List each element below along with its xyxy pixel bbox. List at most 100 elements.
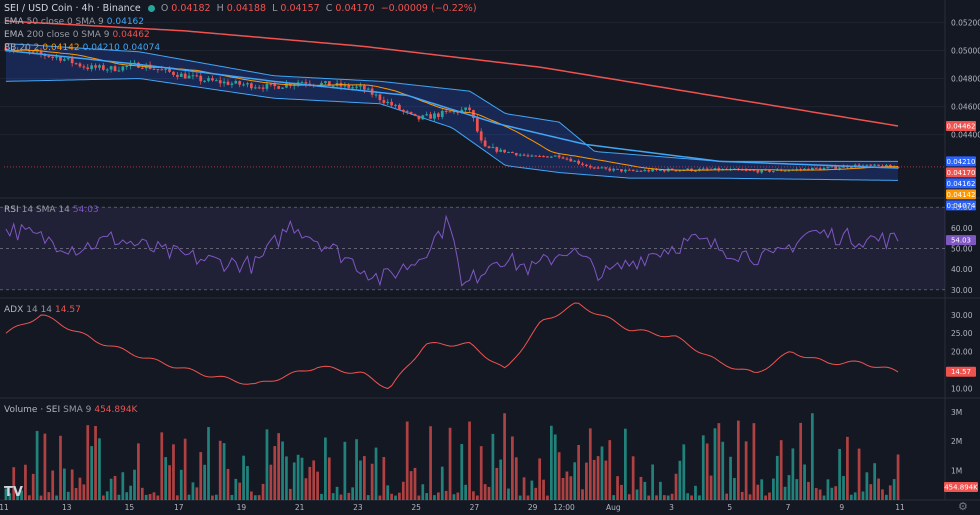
volume-bar xyxy=(320,493,323,500)
candle-body xyxy=(179,73,183,77)
volume-bar xyxy=(479,446,483,500)
candle-body xyxy=(518,154,522,156)
volume-bar xyxy=(425,493,429,500)
volume-bar xyxy=(374,447,378,500)
volume-bar xyxy=(592,459,596,500)
time-axis-label: 23 xyxy=(353,503,363,512)
volume-bar xyxy=(705,443,709,500)
candle-body xyxy=(413,113,417,116)
volume-legend[interactable]: Volume · SEI SMA 9 454.894K xyxy=(4,405,140,415)
volume-bar xyxy=(892,479,896,500)
volume-bar xyxy=(133,469,136,500)
candle-body xyxy=(382,100,386,103)
time-axis-label: 25 xyxy=(411,503,421,512)
candle-body xyxy=(627,169,631,171)
volume-bar xyxy=(273,446,277,500)
adx-legend[interactable]: ADX 14 14 14.57 xyxy=(4,305,84,315)
volume-bar xyxy=(573,462,577,500)
candle-body xyxy=(647,170,651,172)
volume-bar xyxy=(160,432,164,500)
adx-tag-label: 14.57 xyxy=(951,368,971,376)
candle-body xyxy=(320,82,323,86)
candle-body xyxy=(331,85,335,87)
candle-body xyxy=(487,146,491,149)
candle-body xyxy=(66,58,70,60)
volume-bar xyxy=(285,456,288,500)
volume-bar xyxy=(491,433,495,500)
volume-bar xyxy=(343,441,347,500)
price-tag-bg xyxy=(946,189,976,200)
volume-bar xyxy=(616,476,619,500)
volume-bar xyxy=(335,486,339,500)
candle-body xyxy=(195,75,199,77)
volume-bar xyxy=(651,464,654,500)
volume-bar xyxy=(733,478,736,500)
candle-body xyxy=(86,67,90,70)
candle-body xyxy=(378,94,382,101)
volume-bar xyxy=(694,485,697,500)
volume-bar xyxy=(729,456,732,500)
candle-body xyxy=(838,167,841,169)
volume-bar xyxy=(59,435,62,500)
candle-body xyxy=(226,81,230,85)
rsi-params: 14 SMA 14 xyxy=(21,205,70,215)
candle-body xyxy=(464,107,467,110)
indicator-ema50[interactable]: EMA 50 close 0 SMA 9 0.04162 xyxy=(4,17,147,27)
candle-body xyxy=(526,155,530,157)
bb-upper-line xyxy=(5,42,899,162)
candle-body xyxy=(631,169,635,171)
candle-body xyxy=(437,113,440,117)
price-tag-bg xyxy=(946,167,976,178)
candle-body xyxy=(849,167,853,169)
symbol-title[interactable]: SEI / USD Coin · 4h · Binance xyxy=(4,3,141,14)
candle-body xyxy=(783,170,787,172)
candle-body xyxy=(549,156,553,158)
volume-bar xyxy=(639,476,643,500)
candle-body xyxy=(818,168,822,170)
candle-body xyxy=(514,153,518,156)
volume-bar xyxy=(257,495,261,500)
rsi-legend[interactable]: RSI 14 SMA 14 54.03 xyxy=(4,205,102,215)
bb-lower-value: 0.04074 xyxy=(122,43,161,53)
volume-bar xyxy=(27,495,31,500)
volume-bar xyxy=(748,494,752,500)
candle-body xyxy=(787,170,791,172)
volume-bar xyxy=(896,454,900,500)
candle-body xyxy=(269,83,273,85)
gear-icon[interactable]: ⚙ xyxy=(958,500,968,513)
indicator-bb[interactable]: BB 20 2 0.04142 0.04210 0.04074 xyxy=(4,43,163,53)
volume-bar xyxy=(799,422,803,500)
price-tag-label: 0.04170 xyxy=(947,169,976,177)
volume-bar xyxy=(585,462,588,500)
candle-body xyxy=(59,56,62,61)
candle-body xyxy=(156,69,160,71)
candle-body xyxy=(246,83,249,85)
bb-lower-line xyxy=(5,78,899,181)
rsi-tick-label: 30.00 xyxy=(951,286,973,295)
candle-body xyxy=(830,166,834,168)
candle-body xyxy=(452,111,456,113)
volume-bar xyxy=(740,491,744,500)
volume-bar xyxy=(47,492,51,500)
volume-bar xyxy=(514,457,518,500)
time-axis-label: 3 xyxy=(669,503,674,512)
volume-bar xyxy=(105,491,109,500)
candle-body xyxy=(421,115,425,120)
volume-bar xyxy=(156,495,160,500)
candle-body xyxy=(242,84,245,86)
volume-bar xyxy=(168,465,171,500)
volume-bar xyxy=(865,472,869,500)
time-axis-label: 12:00 xyxy=(553,503,575,512)
tradingview-logo-icon[interactable]: TV xyxy=(4,485,23,500)
volume-bar xyxy=(717,423,721,500)
rsi-band-fill xyxy=(0,207,945,290)
candle-body xyxy=(896,166,900,168)
candle-body xyxy=(705,168,709,170)
volume-bar xyxy=(701,435,705,500)
indicator-ema200[interactable]: EMA 200 close 0 SMA 9 0.04462 xyxy=(4,30,153,40)
close-label: C xyxy=(325,3,333,14)
market-status-dot xyxy=(147,5,155,12)
candle-body xyxy=(417,115,421,120)
candle-body xyxy=(281,87,284,89)
